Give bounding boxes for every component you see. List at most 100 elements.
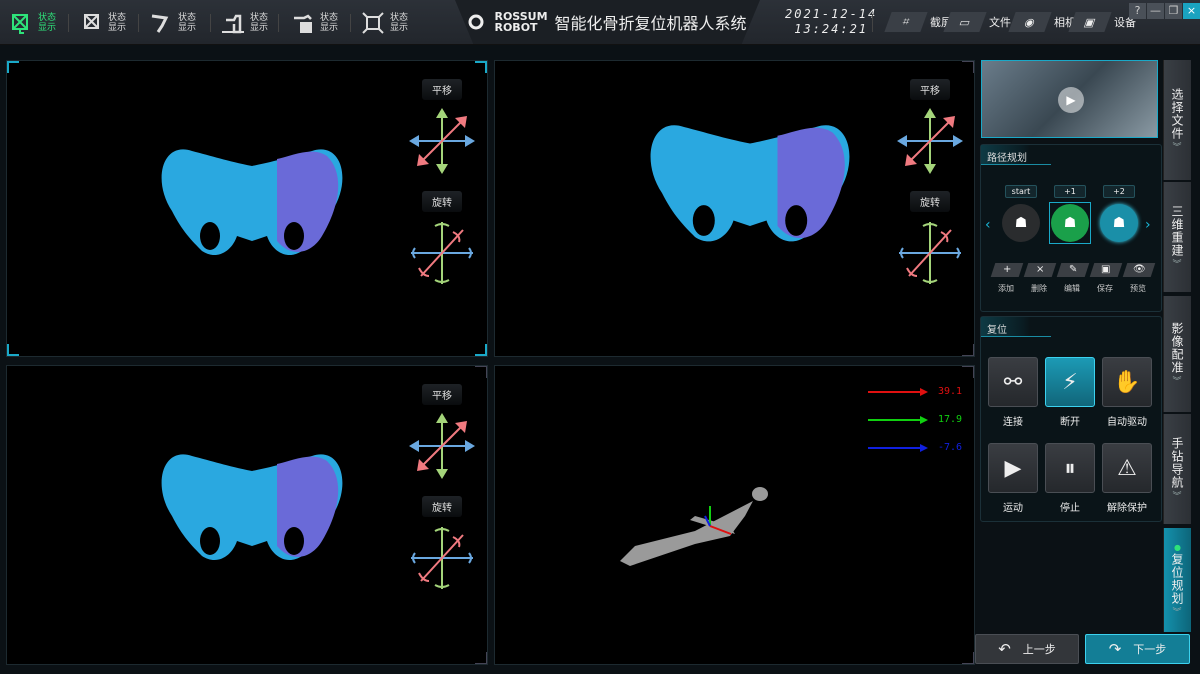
tab-0[interactable]: 选择文件 ︾ bbox=[1163, 60, 1191, 180]
device-button[interactable]: ▣ 设备 bbox=[1068, 12, 1136, 32]
screenshot-button[interactable]: ⌗ 截屏 bbox=[884, 12, 952, 32]
button-label: 连接 bbox=[1003, 417, 1023, 428]
play-cycle-icon: ▶ bbox=[1004, 455, 1022, 481]
tab-2[interactable]: 影像配准 ︾ bbox=[1163, 296, 1191, 412]
path-save-button[interactable]: ▣ bbox=[1089, 263, 1123, 277]
viewport-3[interactable]: 平移 旋转 bbox=[6, 365, 488, 665]
button-label: 运动 bbox=[1003, 503, 1023, 514]
rotate-axes-icon[interactable] bbox=[895, 218, 965, 292]
rotate-axes-icon[interactable] bbox=[407, 523, 477, 597]
pelvis-icon: ☗ bbox=[1063, 215, 1077, 231]
robot-shield-button[interactable]: ⚠ bbox=[1102, 443, 1152, 493]
pelvis-icon: ☗ bbox=[1014, 215, 1028, 231]
axis-y-readout: 17.9 bbox=[868, 414, 962, 425]
viewport-4[interactable] bbox=[494, 365, 975, 665]
robot-arm-icon bbox=[222, 14, 244, 34]
prev-label: 上一步 bbox=[1022, 643, 1056, 656]
pelvis-model bbox=[161, 454, 343, 561]
path-planning-panel: 路径规划 ‹ › start +1 +2 ☗ ☗ ☗ + 添加 × 删除 ✎ 编辑 ▣ 保存 👁… bbox=[980, 144, 1162, 312]
viewport-1[interactable]: 平移 旋转 bbox=[6, 60, 488, 357]
pause-cycle-button[interactable]: ⏸ bbox=[1045, 443, 1095, 493]
translate-control[interactable]: 平移 bbox=[895, 79, 965, 180]
help-button[interactable]: ? bbox=[1129, 3, 1146, 19]
tab-1[interactable]: 三维重建 ︾ bbox=[1163, 182, 1191, 292]
eye-icon: 👁 bbox=[1132, 264, 1146, 275]
rotate-label: 旋转 bbox=[422, 191, 462, 212]
next-node-arrow[interactable]: › bbox=[1145, 217, 1151, 233]
path-node-1[interactable]: ☗ bbox=[1051, 204, 1089, 242]
app-title: 智能化骨折复位机器人系统 bbox=[554, 14, 747, 33]
camera-button[interactable]: ◉ 相机 bbox=[1008, 12, 1076, 32]
logo-text: ROSSUM ROBOT bbox=[494, 10, 548, 34]
monitor-icon: ▣ bbox=[1068, 12, 1112, 32]
translate-label: 平移 bbox=[910, 79, 950, 100]
plug-connect-button[interactable]: ⚯ bbox=[988, 357, 1038, 407]
plug-disconnect-button[interactable]: ⚡ bbox=[1045, 357, 1095, 407]
node-tag: +1 bbox=[1054, 185, 1086, 198]
tab-4[interactable]: ● 复位规划 ︾ bbox=[1163, 528, 1191, 632]
toolbar-item-2[interactable]: 状态显示 bbox=[150, 10, 196, 36]
action-label: 文件 bbox=[989, 16, 1011, 29]
play-icon[interactable]: ▶ bbox=[1058, 87, 1084, 113]
path-delete-button[interactable]: × bbox=[1023, 263, 1057, 277]
next-label: 下一步 bbox=[1133, 643, 1167, 656]
toolbar-item-1[interactable]: 状态显示 bbox=[80, 10, 126, 36]
translate-axes-icon[interactable] bbox=[407, 411, 477, 485]
toolbar-label: 状态显示 bbox=[178, 13, 197, 33]
translate-axes-icon[interactable] bbox=[895, 106, 965, 180]
plug-connect-icon: ⚯ bbox=[1003, 369, 1023, 395]
toolbar-item-3[interactable]: 状态显示 bbox=[222, 10, 268, 36]
next-step-button[interactable]: ↷ 下一步 bbox=[1085, 634, 1190, 664]
translate-control[interactable]: 平移 bbox=[407, 384, 477, 485]
button-label: 添加 bbox=[998, 284, 1014, 293]
video-preview[interactable]: ▶ bbox=[981, 60, 1158, 138]
path-node-start[interactable]: ☗ bbox=[1002, 204, 1040, 242]
node-tag: start bbox=[1005, 185, 1037, 198]
button-label: 停止 bbox=[1060, 503, 1080, 514]
viewport-2[interactable]: 平移 旋转 bbox=[494, 60, 975, 357]
translate-label: 平移 bbox=[422, 79, 462, 100]
prev-step-button[interactable]: ↶ 上一步 bbox=[975, 634, 1079, 664]
axis-z-readout: -7.6 bbox=[868, 442, 962, 453]
path-add-button[interactable]: + bbox=[990, 263, 1024, 277]
prev-node-arrow[interactable]: ‹ bbox=[985, 217, 991, 233]
toolbar-item-5[interactable]: 状态显示 bbox=[362, 10, 408, 36]
button-label: 断开 bbox=[1060, 417, 1080, 428]
panel-title: 路径规划 bbox=[981, 145, 1051, 165]
translate-control[interactable]: 平移 bbox=[407, 79, 477, 180]
robot-hand-button[interactable]: ✋ bbox=[1102, 357, 1152, 407]
robot-station-icon bbox=[294, 14, 312, 33]
panel-title: 复位 bbox=[981, 317, 1051, 337]
pelvis-icon: ☗ bbox=[1112, 215, 1126, 231]
rotate-axes-icon[interactable] bbox=[407, 218, 477, 292]
plug-disconnect-icon: ⚡ bbox=[1062, 369, 1078, 395]
file-button[interactable]: ▭ 文件 bbox=[943, 12, 1011, 32]
rotate-control[interactable]: 旋转 bbox=[895, 191, 965, 292]
pelvis-model bbox=[161, 149, 343, 256]
chevron-down-icon: ︾ bbox=[1172, 491, 1183, 502]
path-preview-button[interactable]: 👁 bbox=[1122, 263, 1156, 277]
toolbar-label: 状态显示 bbox=[390, 13, 409, 33]
tab-label: 手钻导航 bbox=[1170, 436, 1184, 489]
button-label: 预览 bbox=[1130, 284, 1146, 293]
date: 2021-12-14 bbox=[785, 7, 878, 21]
frame-pointer-icon bbox=[84, 14, 99, 29]
rotate-control[interactable]: 旋转 bbox=[407, 496, 477, 597]
path-edit-button[interactable]: ✎ bbox=[1056, 263, 1090, 277]
tab-label: 影像配准 bbox=[1170, 321, 1184, 374]
toolbar-item-0[interactable]: 状态显示 bbox=[10, 10, 56, 36]
tab-3[interactable]: 手钻导航 ︾ bbox=[1163, 414, 1191, 524]
path-node-2[interactable]: ☗ bbox=[1100, 204, 1138, 242]
minimize-button[interactable]: — bbox=[1147, 3, 1164, 19]
play-cycle-button[interactable]: ▶ bbox=[988, 443, 1038, 493]
rotate-control[interactable]: 旋转 bbox=[407, 191, 477, 292]
toolbar-item-4[interactable]: 状态显示 bbox=[292, 10, 338, 36]
restore-button[interactable]: ❐ bbox=[1165, 3, 1182, 19]
chevron-down-icon: ︾ bbox=[1172, 142, 1183, 153]
tab-label: 三维重建 bbox=[1170, 204, 1184, 257]
translate-axes-icon[interactable] bbox=[407, 106, 477, 180]
close-button[interactable]: × bbox=[1183, 3, 1200, 19]
z-value: -7.6 bbox=[938, 442, 963, 453]
reset-panel: 复位 ⚯ 连接 ⚡ 断开 ✋ 自动驱动 ▶ 运动 ⏸ 停止 ⚠ 解除保护 bbox=[980, 316, 1162, 522]
square-frame-icon bbox=[362, 12, 384, 34]
